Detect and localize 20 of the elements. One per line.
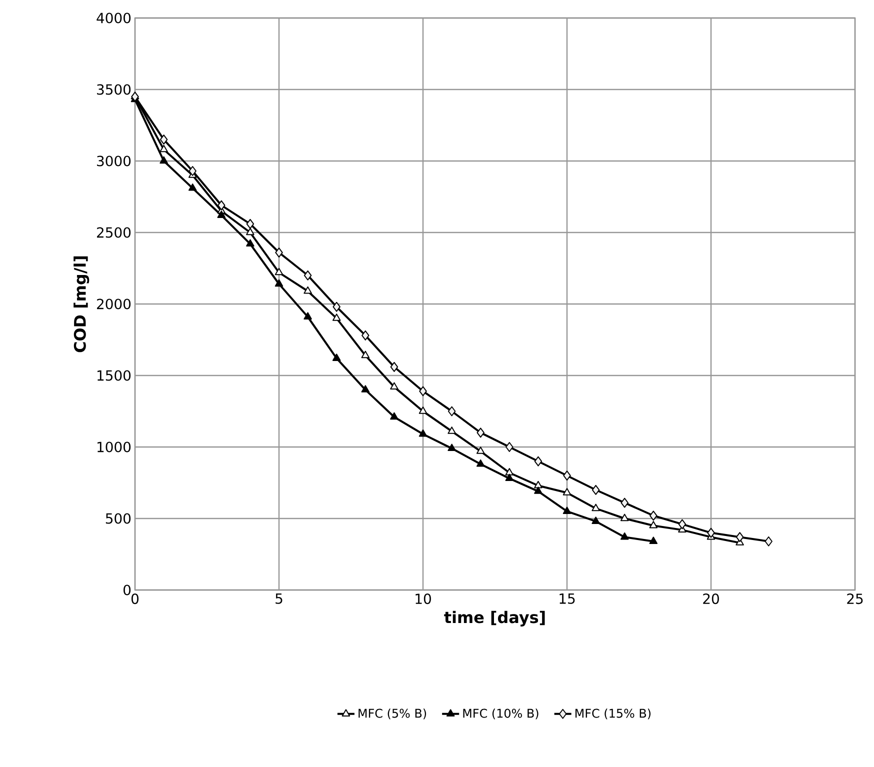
y-tick-label: 4000 (96, 12, 131, 24)
y-axis-title: COD [mg/l] (74, 256, 90, 352)
x-tick-label: 15 (560, 594, 575, 604)
y-tick-label: 1500 (98, 370, 131, 381)
x-tick-label: 25 (847, 594, 863, 604)
y-tick-label: 0 (124, 584, 131, 596)
legend-label: MFC (10% B) (463, 708, 538, 720)
y-tick-label: 3000 (97, 156, 131, 166)
legend-label: MFC (5% B) (358, 708, 426, 720)
x-tick-label: 10 (416, 594, 431, 604)
x-tick-label: 0 (131, 594, 139, 604)
legend-label: MFC (15% B) (575, 708, 651, 720)
x-tick-label: 5 (276, 594, 282, 604)
y-tick-label: 2500 (97, 227, 131, 238)
y-tick-label: 2000 (97, 298, 131, 310)
x-axis-title: time [days] (444, 610, 545, 626)
x-tick-label: 20 (703, 594, 719, 604)
y-tick-label: 500 (106, 513, 131, 524)
y-tick-label: 3500 (97, 84, 131, 95)
y-tick-label: 1000 (98, 442, 131, 452)
